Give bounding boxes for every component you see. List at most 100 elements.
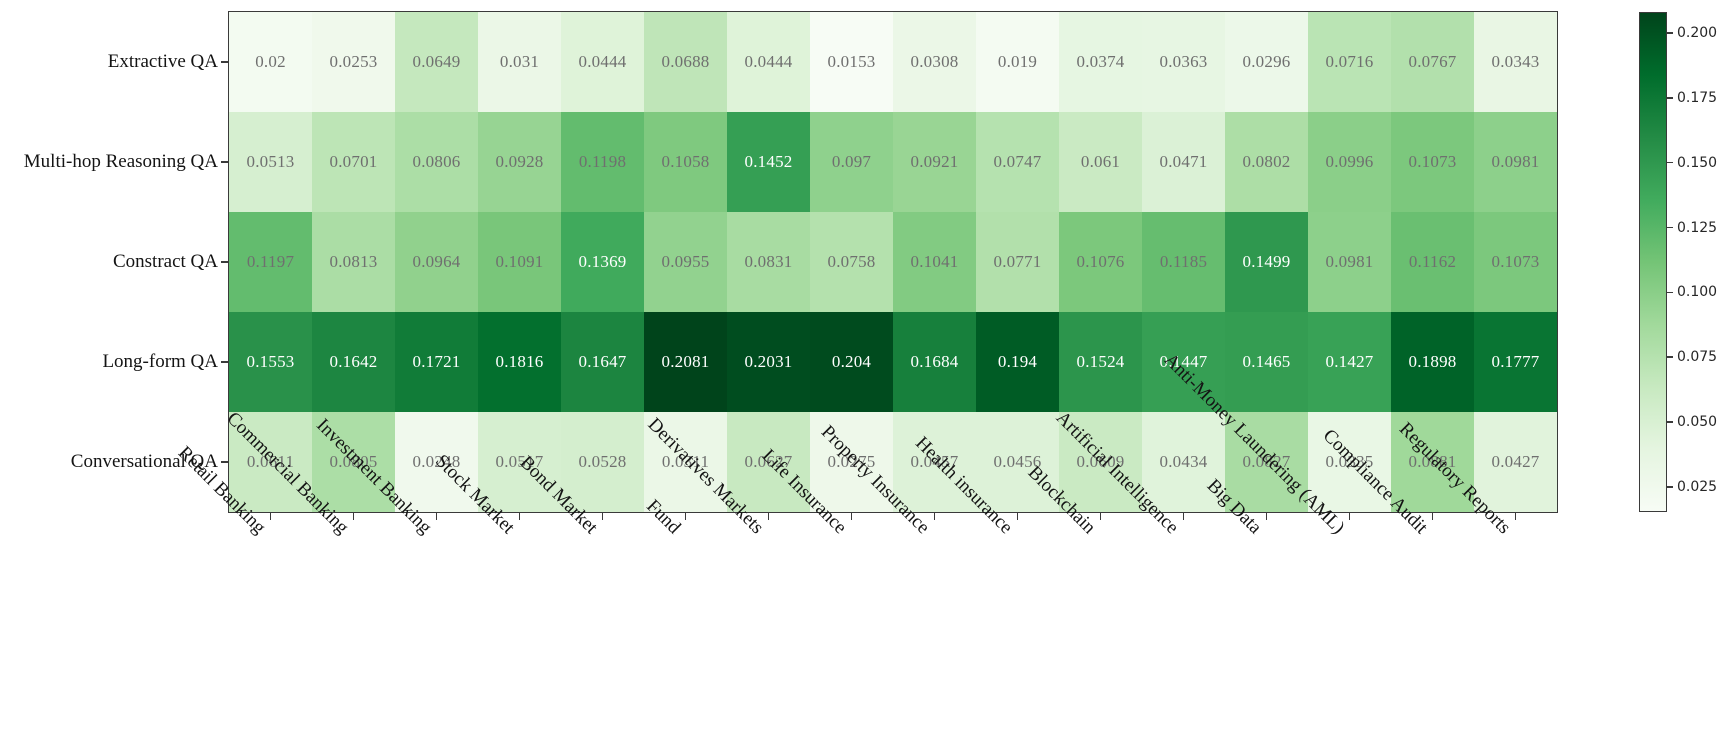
heatmap-cell: 0.0928 <box>478 112 561 212</box>
cell-value: 0.1499 <box>1242 252 1291 271</box>
colorbar-tick-label: 0.075 <box>1677 349 1718 366</box>
heatmap-cell: 0.1076 <box>1059 212 1142 312</box>
cell-value: 0.0343 <box>1491 52 1540 71</box>
cell-value: 0.02 <box>255 52 286 71</box>
heatmap-cell: 0.097 <box>810 112 893 212</box>
cell-value: 0.061 <box>1080 152 1121 171</box>
cell-value: 0.0363 <box>1159 52 1208 71</box>
cell-value: 0.1816 <box>495 352 544 371</box>
heatmap-cell: 0.0955 <box>644 212 727 312</box>
heatmap-cell: 0.019 <box>976 12 1059 112</box>
cell-value: 0.1447 <box>1159 352 1208 371</box>
cell-value: 0.0649 <box>412 52 461 71</box>
y-tick <box>221 361 228 363</box>
cell-value: 0.0955 <box>661 252 710 271</box>
cell-value: 0.0248 <box>412 452 461 471</box>
heatmap-cell: 0.1465 <box>1225 312 1308 412</box>
colorbar-tick <box>1667 161 1673 164</box>
heatmap-cell: 0.0758 <box>810 212 893 312</box>
heatmap-cell: 0.1091 <box>478 212 561 312</box>
x-tick <box>1431 513 1434 520</box>
cell-value: 0.0335 <box>1325 452 1374 471</box>
heatmap-cell: 0.1447 <box>1142 312 1225 412</box>
cell-value: 0.0374 <box>1076 52 1125 71</box>
cell-value: 0.1465 <box>1242 352 1291 371</box>
heatmap-cell: 0.1553 <box>229 312 312 412</box>
cell-value: 0.0831 <box>744 252 793 271</box>
cell-value: 0.1198 <box>578 152 627 171</box>
cell-value: 0.0881 <box>1408 452 1457 471</box>
y-tick <box>221 161 228 163</box>
cell-value: 0.1524 <box>1076 352 1125 371</box>
heatmap-cell: 0.031 <box>478 12 561 112</box>
heatmap-cell: 0.1058 <box>644 112 727 212</box>
heatmap-cell: 0.1162 <box>1391 212 1474 312</box>
cell-value: 0.0275 <box>827 452 876 471</box>
cell-value: 0.0802 <box>1242 152 1291 171</box>
heatmap-cell: 0.1041 <box>893 212 976 312</box>
heatmap-cell: 0.1684 <box>893 312 976 412</box>
heatmap-cell: 0.1197 <box>229 212 312 312</box>
x-tick <box>1099 513 1102 520</box>
heatmap-cell: 0.0688 <box>644 12 727 112</box>
heatmap-cell: 0.0921 <box>893 112 976 212</box>
cell-value: 0.0921 <box>910 152 959 171</box>
cell-value: 0.0513 <box>246 152 295 171</box>
heatmap-cell: 0.0253 <box>312 12 395 112</box>
cell-value: 0.1642 <box>329 352 378 371</box>
heatmap-cell: 0.0802 <box>1225 112 1308 212</box>
x-tick <box>269 513 272 520</box>
heatmap-cell: 0.0827 <box>1225 412 1308 512</box>
heatmap-cell: 0.0528 <box>561 412 644 512</box>
cell-value: 0.0296 <box>1242 52 1291 71</box>
heatmap-cell: 0.0444 <box>727 12 810 112</box>
cell-value: 0.0758 <box>827 252 876 271</box>
colorbar-tick-label: 0.200 <box>1677 25 1718 41</box>
heatmap-cell: 0.1816 <box>478 312 561 412</box>
heatmap-cell: 0.0747 <box>976 112 1059 212</box>
x-tick <box>601 513 604 520</box>
cell-value: 0.1162 <box>1408 252 1457 271</box>
heatmap-cell: 0.0611 <box>229 412 312 512</box>
heatmap-cell: 0.0627 <box>727 412 810 512</box>
heatmap-cell: 0.0609 <box>1059 412 1142 512</box>
cell-value: 0.1091 <box>495 252 544 271</box>
x-tick <box>1182 513 1185 520</box>
cell-value: 0.0528 <box>578 452 627 471</box>
heatmap-cell: 0.0813 <box>312 212 395 312</box>
heatmap-cell: 0.204 <box>810 312 893 412</box>
cell-value: 0.1185 <box>1159 252 1208 271</box>
heatmap-cell: 0.1073 <box>1391 112 1474 212</box>
heatmap-cell: 0.0275 <box>810 412 893 512</box>
heatmap-cell: 0.0296 <box>1225 12 1308 112</box>
heatmap-cell: 0.0471 <box>1142 112 1225 212</box>
heatmap-cell: 0.0649 <box>395 12 478 112</box>
cell-value: 0.0517 <box>495 452 544 471</box>
heatmap-cell: 0.0456 <box>976 412 1059 512</box>
cell-value: 0.0806 <box>412 152 461 171</box>
x-tick <box>767 513 770 520</box>
cell-value: 0.0813 <box>329 252 378 271</box>
colorbar-gradient <box>1640 13 1666 511</box>
heatmap-cell: 0.0996 <box>1308 112 1391 212</box>
heatmap-cell: 0.0343 <box>1474 12 1557 112</box>
cell-value: 0.1073 <box>1491 252 1540 271</box>
cell-value: 0.194 <box>997 352 1038 371</box>
heatmap-cell: 0.0374 <box>1059 12 1142 112</box>
heatmap-cell: 0.1777 <box>1474 312 1557 412</box>
cell-value: 0.0771 <box>993 252 1042 271</box>
cell-value: 0.1898 <box>1408 352 1457 371</box>
colorbar-tick <box>1667 356 1673 358</box>
heatmap-cell: 0.1647 <box>561 312 644 412</box>
cell-value: 0.1076 <box>1076 252 1125 271</box>
cell-value: 0.0627 <box>744 452 793 471</box>
cell-value: 0.2081 <box>661 352 710 371</box>
cell-value: 0.0444 <box>578 52 627 71</box>
heatmap-cell: 0.061 <box>1059 112 1142 212</box>
heatmap-cell: 0.0831 <box>727 212 810 312</box>
cell-value: 0.1058 <box>661 152 710 171</box>
cell-value: 0.1721 <box>412 352 461 371</box>
heatmap-cell: 0.194 <box>976 312 1059 412</box>
cell-value: 0.0805 <box>329 452 378 471</box>
cell-value: 0.1553 <box>246 352 295 371</box>
